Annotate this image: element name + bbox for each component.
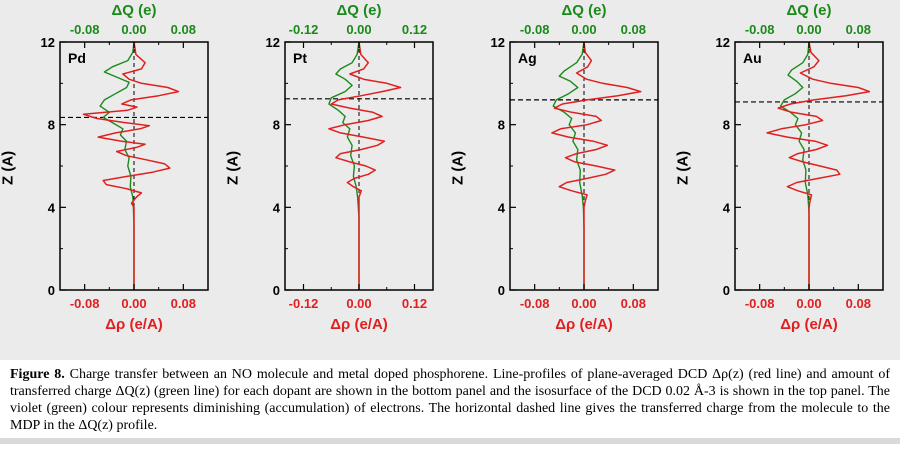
charge-profile-plot: -0.08 -0.08 0.00 0.00 0.08 0.08 0 4 8 12 bbox=[41, 22, 209, 311]
svg-text:-0.08: -0.08 bbox=[520, 22, 550, 37]
svg-text:0.00: 0.00 bbox=[121, 296, 146, 311]
chart-panel-ag: ΔQ (e) Z (A) -0.08 -0.08 0.00 0.00 0.08 0.08 0… bbox=[450, 2, 675, 336]
panel-label: Au bbox=[743, 50, 762, 66]
svg-text:0: 0 bbox=[48, 283, 55, 298]
left-axis-title: Z (A) bbox=[224, 150, 242, 186]
svg-text:0.00: 0.00 bbox=[796, 296, 821, 311]
svg-text:-0.12: -0.12 bbox=[289, 296, 319, 311]
panel-label: Ag bbox=[518, 50, 537, 66]
svg-text:0.08: 0.08 bbox=[171, 296, 196, 311]
svg-text:0: 0 bbox=[273, 283, 280, 298]
svg-text:-0.08: -0.08 bbox=[745, 22, 775, 37]
panel-label: Pd bbox=[68, 50, 86, 66]
svg-text:-0.12: -0.12 bbox=[289, 22, 319, 37]
svg-text:8: 8 bbox=[723, 118, 730, 133]
svg-text:4: 4 bbox=[48, 200, 56, 215]
svg-text:4: 4 bbox=[273, 200, 281, 215]
top-axis-title: ΔQ (e) bbox=[561, 2, 607, 19]
chart-panel-au: ΔQ (e) Z (A) -0.08 -0.08 0.00 0.00 0.08 0.08 0… bbox=[675, 2, 900, 336]
svg-text:0.00: 0.00 bbox=[121, 22, 146, 37]
charge-profile-plot: -0.08 -0.08 0.00 0.00 0.08 0.08 0 4 8 12 bbox=[716, 22, 884, 311]
plot-row: Z (A) -0.08 -0.08 0.00 0.00 0.08 0.08 0 4 8 12 Ag bbox=[450, 20, 675, 316]
svg-text:-0.08: -0.08 bbox=[70, 22, 100, 37]
bottom-axis-title: Δρ (e/A) bbox=[330, 316, 388, 333]
chart-panel-pt: ΔQ (e) Z (A) -0.12 -0.12 0.00 0.00 0.12 0.12 0… bbox=[225, 2, 450, 336]
top-axis-title: ΔQ (e) bbox=[111, 2, 157, 19]
svg-text:0.00: 0.00 bbox=[571, 22, 596, 37]
bottom-axis-title: Δρ (e/A) bbox=[555, 316, 613, 333]
svg-text:12: 12 bbox=[491, 35, 505, 50]
svg-text:0.08: 0.08 bbox=[621, 22, 646, 37]
svg-text:0: 0 bbox=[723, 283, 730, 298]
svg-text:0: 0 bbox=[498, 283, 505, 298]
figure-caption: Figure 8. Charge transfer between an NO … bbox=[0, 360, 900, 437]
svg-text:12: 12 bbox=[716, 35, 730, 50]
svg-text:0.08: 0.08 bbox=[846, 296, 871, 311]
top-axis-title: ΔQ (e) bbox=[336, 2, 382, 19]
panel-label: Pt bbox=[293, 50, 307, 66]
svg-text:0.00: 0.00 bbox=[571, 296, 596, 311]
svg-text:-0.08: -0.08 bbox=[745, 296, 775, 311]
svg-text:8: 8 bbox=[498, 118, 505, 133]
svg-text:8: 8 bbox=[273, 118, 280, 133]
left-axis-title: Z (A) bbox=[0, 150, 17, 186]
left-axis-title: Z (A) bbox=[449, 150, 467, 186]
plot-row: Z (A) -0.08 -0.08 0.00 0.00 0.08 0.08 0 4 8 12 Pd bbox=[0, 20, 225, 316]
svg-text:0.00: 0.00 bbox=[346, 296, 371, 311]
figure-panels-area: ΔQ (e) Z (A) -0.08 -0.08 0.00 0.00 0.08 0.08 0… bbox=[0, 0, 900, 360]
bottom-axis-title: Δρ (e/A) bbox=[780, 316, 838, 333]
charge-profile-plot: -0.12 -0.12 0.00 0.00 0.12 0.12 0 4 8 12 bbox=[266, 22, 434, 311]
svg-text:0.08: 0.08 bbox=[171, 22, 196, 37]
svg-text:0.00: 0.00 bbox=[346, 22, 371, 37]
svg-text:0.08: 0.08 bbox=[621, 296, 646, 311]
charge-profile-plot: -0.08 -0.08 0.00 0.00 0.08 0.08 0 4 8 12 bbox=[491, 22, 659, 311]
svg-text:-0.08: -0.08 bbox=[520, 296, 550, 311]
svg-text:8: 8 bbox=[48, 118, 55, 133]
svg-text:0.08: 0.08 bbox=[846, 22, 871, 37]
top-axis-title: ΔQ (e) bbox=[786, 2, 832, 19]
svg-text:0.12: 0.12 bbox=[402, 296, 427, 311]
svg-text:-0.08: -0.08 bbox=[70, 296, 100, 311]
svg-text:12: 12 bbox=[41, 35, 55, 50]
figure-caption-label: Figure 8. bbox=[10, 367, 65, 382]
bottom-strip bbox=[0, 438, 900, 445]
bottom-axis-title: Δρ (e/A) bbox=[105, 316, 163, 333]
left-axis-title: Z (A) bbox=[674, 150, 692, 186]
chart-panel-pd: ΔQ (e) Z (A) -0.08 -0.08 0.00 0.00 0.08 0.08 0… bbox=[0, 2, 225, 336]
svg-text:12: 12 bbox=[266, 35, 280, 50]
plot-row: Z (A) -0.12 -0.12 0.00 0.00 0.12 0.12 0 4 8 12 Pt bbox=[225, 20, 450, 316]
figure-caption-text: Charge transfer between an NO molecule a… bbox=[10, 367, 890, 434]
plot-row: Z (A) -0.08 -0.08 0.00 0.00 0.08 0.08 0 4 8 12 Au bbox=[675, 20, 900, 316]
svg-text:4: 4 bbox=[723, 200, 731, 215]
svg-text:4: 4 bbox=[498, 200, 506, 215]
svg-text:0.00: 0.00 bbox=[796, 22, 821, 37]
svg-text:0.12: 0.12 bbox=[402, 22, 427, 37]
